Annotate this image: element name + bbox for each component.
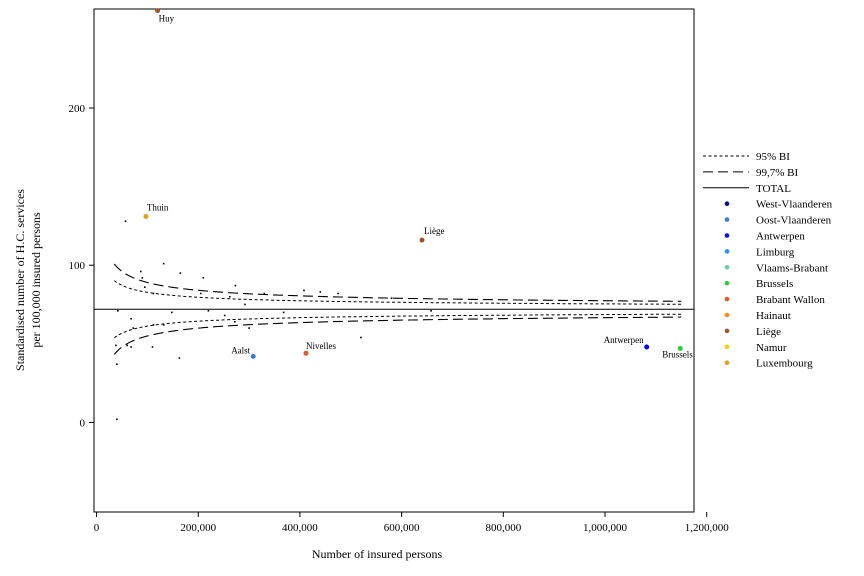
x-tick-label: 1,200,000 bbox=[685, 522, 730, 534]
data-point bbox=[162, 262, 165, 265]
legend-marker bbox=[724, 296, 730, 302]
data-point bbox=[337, 292, 339, 295]
legend-label: Brussels bbox=[756, 278, 793, 290]
data-point-highlight bbox=[419, 237, 425, 243]
data-point bbox=[282, 311, 285, 314]
data-point bbox=[202, 277, 205, 279]
legend-marker bbox=[724, 201, 730, 206]
data-point bbox=[130, 317, 132, 320]
legend-marker bbox=[724, 280, 730, 286]
legend-marker bbox=[724, 249, 730, 254]
data-point bbox=[248, 327, 250, 329]
legend-marker bbox=[724, 360, 730, 366]
legend-label: Vlaams-Brabant bbox=[756, 262, 828, 274]
data-point-label: Antwerpen bbox=[604, 335, 644, 345]
ci997-lower-line bbox=[113, 316, 682, 355]
legend-label: Liège bbox=[756, 326, 781, 338]
legend-label: West-Vlaanderen bbox=[756, 199, 833, 211]
data-point bbox=[303, 289, 305, 292]
data-point bbox=[140, 270, 142, 273]
legend-marker bbox=[724, 344, 730, 350]
data-point bbox=[116, 418, 118, 421]
data-point bbox=[144, 286, 146, 288]
data-point bbox=[124, 220, 127, 222]
data-point bbox=[152, 292, 155, 295]
data-point-highlight bbox=[644, 344, 650, 350]
data-point bbox=[130, 346, 132, 348]
y-tick-label: 0 bbox=[80, 417, 86, 429]
data-point bbox=[234, 321, 236, 323]
x-tick-label: 1,000,000 bbox=[583, 522, 628, 534]
data-point bbox=[263, 292, 266, 295]
data-point bbox=[234, 284, 237, 287]
data-point-label: Liège bbox=[424, 226, 445, 236]
data-point-label: Aalst bbox=[231, 345, 250, 355]
data-point-label: Huy bbox=[159, 14, 175, 24]
y-axis-title-line-2: per 100,000 insured persons bbox=[29, 212, 43, 348]
legend-label: Hainaut bbox=[756, 310, 791, 322]
y-axis-title: Standardised number of H.C. services per… bbox=[13, 189, 43, 371]
data-point bbox=[117, 310, 119, 312]
data-point-highlight bbox=[155, 8, 161, 14]
y-tick-label: 200 bbox=[69, 103, 86, 115]
plot-area: 0 200,000 400,000 600,000 800,000 1,000,000 1,… bbox=[69, 8, 730, 534]
data-point bbox=[126, 344, 128, 347]
data-point bbox=[171, 311, 173, 314]
data-point bbox=[116, 363, 118, 365]
legend-label: Brabant Wallon bbox=[756, 294, 825, 306]
data-point bbox=[207, 310, 210, 312]
data-point bbox=[430, 310, 432, 312]
y-tick-label: 100 bbox=[69, 260, 86, 272]
legend-label: 99,7% BI bbox=[756, 167, 799, 179]
legend-marker bbox=[724, 312, 730, 318]
x-tick-label: 800,000 bbox=[485, 522, 521, 534]
legend-marker bbox=[724, 217, 730, 222]
legend-label: Oost-Vlaanderen bbox=[756, 215, 832, 227]
data-point bbox=[223, 314, 226, 317]
data-point bbox=[115, 344, 117, 347]
data-point-label: Nivelles bbox=[306, 341, 336, 351]
data-point bbox=[152, 324, 155, 326]
legend-marker bbox=[724, 328, 730, 334]
legend-label: Namur bbox=[756, 342, 787, 354]
legend: 95% BI 99,7% BI TOTAL West-Vlaanderen Oost-V… bbox=[703, 151, 833, 370]
data-point-label: Thuin bbox=[147, 203, 169, 213]
data-point-highlight bbox=[303, 350, 309, 356]
x-axis-title: Number of insured persons bbox=[312, 547, 443, 561]
data-point bbox=[178, 357, 181, 359]
data-point bbox=[319, 291, 322, 293]
data-point-highlight bbox=[677, 346, 683, 351]
x-tick-label: 200,000 bbox=[180, 522, 216, 534]
legend-label: Limburg bbox=[756, 246, 795, 258]
legend-marker bbox=[724, 233, 730, 238]
data-point-label: Brussels bbox=[662, 350, 693, 360]
data-point bbox=[229, 295, 231, 298]
plot-frame bbox=[93, 8, 695, 513]
legend-label: Luxembourg bbox=[756, 358, 813, 370]
y-axis-title-line-1: Standardised number of H.C. services bbox=[13, 189, 27, 371]
legend-marker bbox=[724, 265, 730, 270]
legend-label: 95% BI bbox=[756, 151, 790, 163]
data-point-highlight bbox=[143, 214, 149, 219]
data-point bbox=[360, 336, 362, 339]
data-point bbox=[162, 324, 165, 326]
data-point-highlight bbox=[250, 353, 256, 359]
data-point bbox=[244, 303, 246, 306]
legend-label: TOTAL bbox=[756, 183, 791, 195]
data-point bbox=[151, 346, 154, 348]
data-point bbox=[179, 272, 182, 274]
data-point bbox=[132, 327, 134, 329]
x-tick-label: 400,000 bbox=[282, 522, 318, 534]
data-point bbox=[200, 292, 202, 295]
ci997-upper-line bbox=[113, 263, 682, 302]
legend-label: Antwerpen bbox=[756, 231, 805, 243]
data-point bbox=[141, 277, 144, 279]
x-tick-label: 0 bbox=[94, 522, 100, 534]
data-point bbox=[390, 297, 393, 299]
x-tick-label: 600,000 bbox=[384, 522, 420, 534]
